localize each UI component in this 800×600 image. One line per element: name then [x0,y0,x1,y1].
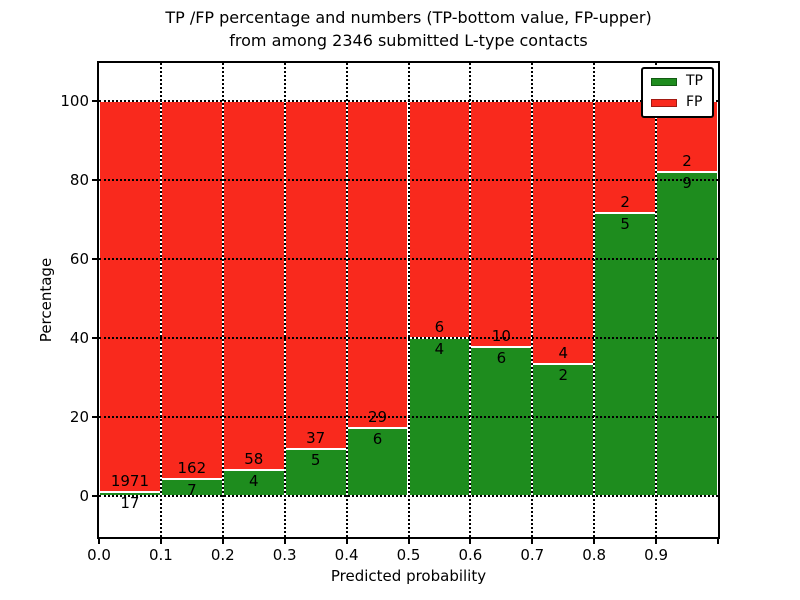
x-tick-label: 0.1 [148,546,173,564]
fp-count-label: 2 [682,152,692,171]
fp-bar-segment [284,100,347,449]
x-tick-mark [345,539,348,544]
fp-bar-segment [346,100,409,428]
x-tick-label: 0.5 [396,546,421,564]
x-tick-mark [717,539,719,544]
fp-bar-segment [470,100,533,348]
tp-count-label: 5 [310,450,321,469]
y-tick-label: 60 [69,249,89,268]
fp-count-label: 4 [558,343,569,362]
tp-count-label: 6 [372,429,383,448]
x-tick-label: 0.2 [210,546,235,564]
y-tick-mark [92,257,97,260]
plot-area: TP FP 1971 17 162 7 58 4 37 5 29 6 6 4 10 6 4 2 2 5 2 9 0.0 0… [60,61,720,564]
grid-line-vertical [469,63,472,537]
chart-title-line1: TP /FP percentage and numbers (TP-bottom… [165,8,652,27]
fp-bar-segment [408,100,471,338]
grid-line-vertical [593,63,596,537]
grid-line-vertical [283,63,286,537]
fp-legend-swatch [651,98,677,107]
tp-count-label: 17 [120,494,140,513]
x-tick-mark [159,539,162,544]
chart-title: TP /FP percentage and numbers (TP-bottom… [97,6,720,52]
fp-count-label: 29 [367,407,388,426]
x-tick-mark [221,539,224,544]
y-tick-label: 100 [60,91,89,110]
x-tick-label: 0.8 [582,546,607,564]
grid-line-vertical [655,63,658,537]
x-axis-label: Predicted probability [330,567,487,585]
tp-legend-label: TP [686,73,703,89]
x-tick-label: 0.6 [458,546,483,564]
y-tick-mark [92,99,97,102]
fp-bar-segment [99,100,161,493]
x-tick-label: 0.0 [87,546,111,564]
tp-bar-segment [656,172,718,496]
x-tick-label: 0.7 [520,546,545,564]
tp-count-label: 6 [496,349,507,368]
tp-count-label: 4 [248,472,259,491]
fp-count-label: 58 [244,450,264,469]
grid-line-vertical [407,63,410,537]
fp-bar-segment [160,100,223,480]
fp-bar-segment [532,100,595,364]
fp-count-label: 37 [306,428,326,447]
x-tick-mark [593,539,596,544]
y-tick-mark [92,494,97,497]
legend: TP FP [641,67,714,118]
y-tick-label: 80 [69,170,89,189]
x-tick-label: 0.3 [272,546,297,564]
grid-line-vertical [531,63,534,537]
fp-legend-label: FP [686,94,703,110]
x-tick-label: 0.9 [644,546,669,564]
x-tick-mark [98,539,100,544]
chart-title-line2: from among 2346 submitted L-type contact… [229,31,588,50]
grid-line-vertical [221,63,224,537]
fp-count-label: 162 [177,459,207,478]
fp-count-label: 2 [620,193,630,212]
y-tick-mark [92,415,97,418]
legend-item-fp: FP [651,95,703,110]
grid-line-vertical [159,63,162,537]
x-tick-mark [655,539,658,544]
tp-count-label: 5 [620,215,630,234]
y-tick-label: 0 [79,486,89,505]
tp-count-label: 4 [434,339,445,358]
fp-count-label: 1971 [110,472,150,491]
x-tick-label: 0.4 [334,546,359,564]
y-tick-mark [92,178,97,181]
tp-bar-segment [470,347,533,496]
x-tick-mark [469,539,472,544]
fp-count-label: 10 [491,327,511,346]
tp-count-label: 2 [558,365,569,384]
legend-item-tp: TP [651,74,703,89]
x-tick-mark [531,539,534,544]
x-tick-mark [407,539,410,544]
y-tick-label: 20 [69,407,89,426]
grid-line-vertical [345,63,348,537]
tp-legend-swatch [651,77,677,86]
y-tick-label: 40 [69,328,89,347]
tp-bar-segment [594,213,657,496]
tp-count-label: 7 [187,481,197,500]
x-tick-mark [283,539,286,544]
y-tick-mark [92,336,97,339]
tp-count-label: 9 [682,174,692,193]
fp-count-label: 6 [434,317,445,336]
